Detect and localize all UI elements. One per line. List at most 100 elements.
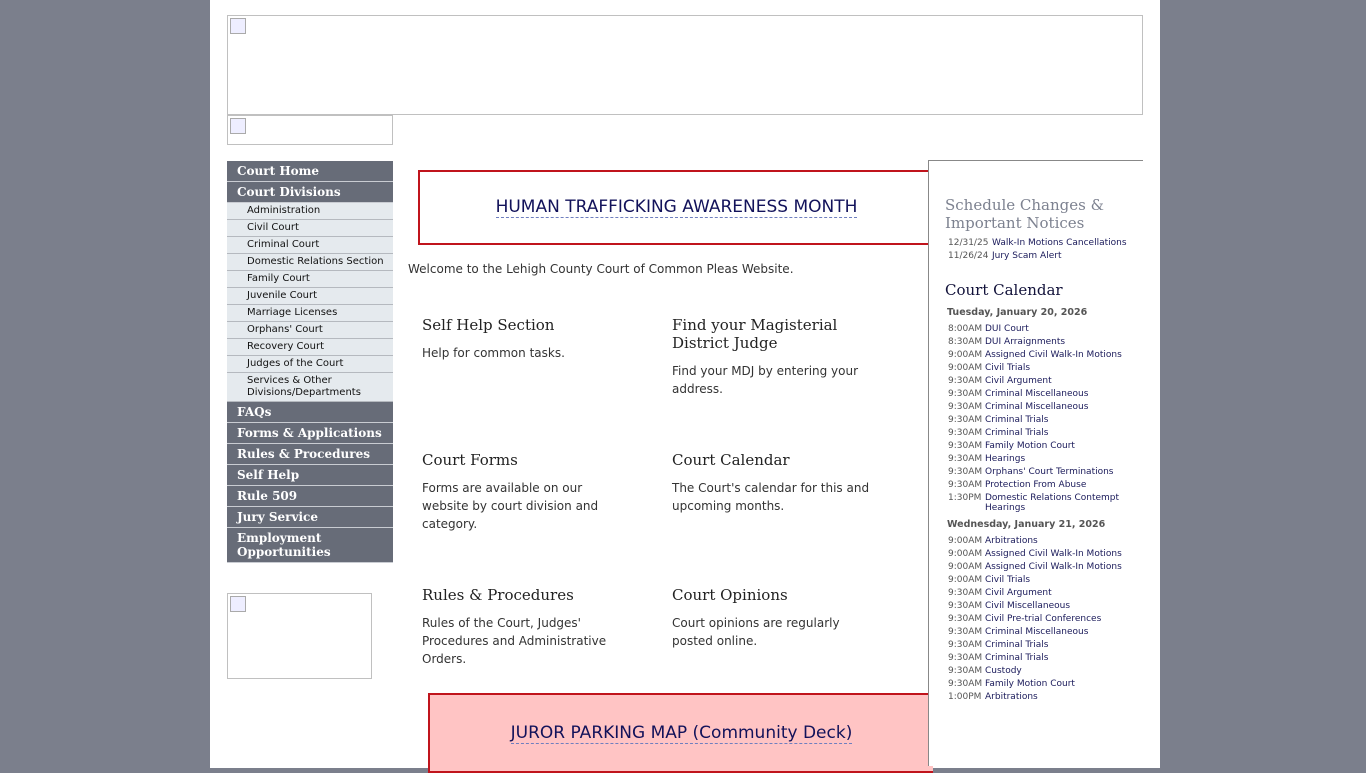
calendar-event: 9:30AM Civil Miscellaneous (945, 601, 1133, 611)
nav-rule-509[interactable]: Rule 509 (227, 486, 393, 507)
tile-title[interactable]: Court Opinions (672, 586, 788, 604)
nav-sub-juvenile-court[interactable]: Juvenile Court (227, 288, 393, 305)
nav-self-help[interactable]: Self Help (227, 465, 393, 486)
event-time: 9:30AM (948, 454, 983, 464)
event-link[interactable]: Family Motion Court (985, 441, 1075, 451)
nav-employment-opportunities[interactable]: Employment Opportunities (227, 528, 393, 563)
nav-sub-services-other-divisions-departments[interactable]: Services & Other Divisions/Departments (227, 373, 393, 402)
event-link[interactable]: Civil Pre-trial Conferences (985, 614, 1102, 624)
nav-rules-procedures[interactable]: Rules & Procedures (227, 444, 393, 465)
tile-title[interactable]: Court Forms (422, 451, 518, 469)
nav-forms-applications[interactable]: Forms & Applications (227, 423, 393, 444)
event-link[interactable]: Protection From Abuse (985, 480, 1087, 490)
calendar-event: 9:30AM Custody (945, 666, 1133, 676)
event-link[interactable]: Criminal Miscellaneous (985, 389, 1089, 399)
tile-title[interactable]: Court Calendar (672, 451, 790, 469)
tile-title[interactable]: Rules & Procedures (422, 586, 574, 604)
nav-sub-orphans-court[interactable]: Orphans' Court (227, 322, 393, 339)
notice-item: 12/31/25 Walk-In Motions Cancellations (945, 238, 1133, 248)
parking-map-link[interactable]: JUROR PARKING MAP (Community Deck) (510, 722, 853, 744)
event-link[interactable]: Criminal Trials (985, 428, 1049, 438)
calendar-event: 9:30AM Civil Pre-trial Conferences (945, 614, 1133, 624)
calendar-event: 9:30AM Criminal Miscellaneous (945, 627, 1133, 637)
event-link[interactable]: Criminal Miscellaneous (985, 402, 1089, 412)
calendar-event: 9:30AM Criminal Trials (945, 415, 1133, 425)
header-banner-image (227, 15, 1143, 115)
notice-link[interactable]: Walk-In Motions Cancellations (992, 238, 1127, 248)
nav-sub-criminal-court[interactable]: Criminal Court (227, 237, 393, 254)
event-link[interactable]: Arbitrations (985, 692, 1038, 702)
calendar-event: 9:30AM Criminal Trials (945, 653, 1133, 663)
event-time: 9:30AM (948, 640, 983, 650)
awareness-link[interactable]: HUMAN TRAFFICKING AWARENESS MONTH (495, 197, 858, 218)
calendar-event: 8:00AM DUI Court (945, 324, 1133, 334)
event-link[interactable]: Arbitrations (985, 536, 1038, 546)
nav-sub-marriage-licenses[interactable]: Marriage Licenses (227, 305, 393, 322)
event-link[interactable]: Civil Argument (985, 376, 1052, 386)
event-link[interactable]: Criminal Trials (985, 415, 1049, 425)
nav-sub-judges-of-the-court[interactable]: Judges of the Court (227, 356, 393, 373)
calendar-event: 9:00AM Civil Trials (945, 363, 1133, 373)
nav-court-home[interactable]: Court Home (227, 161, 393, 182)
event-time: 9:30AM (948, 679, 983, 689)
event-link[interactable]: Civil Argument (985, 588, 1052, 598)
tile-text: The Court's calendar for this and upcomi… (672, 481, 870, 513)
tile-title[interactable]: Find your Magisterial District Judge (672, 316, 838, 352)
calendar-day-heading: Wednesday, January 21, 2026 (947, 519, 1106, 530)
nav-court-divisions[interactable]: Court Divisions (227, 182, 393, 203)
calendar-event: 8:30AM DUI Arraignments (945, 337, 1133, 347)
calendar-event: 9:30AM Orphans' Court Terminations (945, 467, 1133, 477)
event-link[interactable]: DUI Court (985, 324, 1029, 334)
event-time: 9:30AM (948, 614, 983, 624)
parking-banner: JUROR PARKING MAP (Community Deck) (428, 693, 933, 773)
tile-rules-procedures[interactable]: Rules & Procedures Rules of the Court, Ju… (422, 586, 622, 668)
event-link[interactable]: Assigned Civil Walk-In Motions (985, 562, 1122, 572)
event-link[interactable]: DUI Arraignments (985, 337, 1066, 347)
event-link[interactable]: Orphans' Court Terminations (985, 467, 1114, 477)
event-link[interactable]: Assigned Civil Walk-In Motions (985, 350, 1122, 360)
notice-item: 11/26/24 Jury Scam Alert (945, 251, 1133, 261)
event-time: 9:30AM (948, 588, 983, 598)
nav-sub-domestic-relations-section[interactable]: Domestic Relations Section (227, 254, 393, 271)
event-link[interactable]: Civil Trials (985, 363, 1031, 373)
tile-text: Forms are available on our website by co… (422, 481, 599, 531)
event-time: 9:30AM (948, 601, 983, 611)
event-link[interactable]: Criminal Trials (985, 640, 1049, 650)
calendar-event: 9:30AM Civil Argument (945, 588, 1133, 598)
sidebar-image[interactable] (227, 593, 372, 679)
event-time: 1:00PM (948, 692, 982, 702)
nav-jury-service[interactable]: Jury Service (227, 507, 393, 528)
calendar-event: 9:00AM Civil Trials (945, 575, 1133, 585)
tile-self-help-section[interactable]: Self Help Section Help for common tasks. (422, 316, 622, 362)
nav-sub-administration[interactable]: Administration (227, 203, 393, 220)
calendar-day-heading: Tuesday, January 20, 2026 (947, 307, 1088, 318)
tile-title[interactable]: Self Help Section (422, 316, 555, 334)
event-link[interactable]: Civil Trials (985, 575, 1031, 585)
logo-image[interactable] (227, 115, 393, 145)
event-link[interactable]: Family Motion Court (985, 679, 1075, 689)
event-link[interactable]: Civil Miscellaneous (985, 601, 1071, 611)
event-time: 9:30AM (948, 428, 983, 438)
event-time: 9:00AM (948, 536, 983, 546)
event-time: 9:00AM (948, 575, 983, 585)
event-time: 9:30AM (948, 376, 983, 386)
event-link[interactable]: Domestic Relations Contempt Hearings (985, 493, 1120, 513)
event-link[interactable]: Criminal Miscellaneous (985, 627, 1089, 637)
nav-faqs[interactable]: FAQs (227, 402, 393, 423)
tile-court-forms[interactable]: Court Forms Forms are available on our we… (422, 451, 622, 533)
notice-link[interactable]: Jury Scam Alert (992, 251, 1062, 261)
event-link[interactable]: Assigned Civil Walk-In Motions (985, 549, 1122, 559)
event-link[interactable]: Criminal Trials (985, 653, 1049, 663)
event-link[interactable]: Custody (985, 666, 1022, 676)
nav-sub-civil-court[interactable]: Civil Court (227, 220, 393, 237)
event-time: 9:30AM (948, 467, 983, 477)
event-time: 9:30AM (948, 627, 983, 637)
tile-court-calendar[interactable]: Court Calendar The Court's calendar for t… (672, 451, 872, 515)
nav-sub-recovery-court[interactable]: Recovery Court (227, 339, 393, 356)
tile-court-opinions[interactable]: Court Opinions Court opinions are regular… (672, 586, 872, 650)
notices-title: Schedule Changes & Important Notices (945, 196, 1104, 232)
event-link[interactable]: Hearings (985, 454, 1026, 464)
tile-find-your-magisterial-district-judge[interactable]: Find your Magisterial District Judge Find… (672, 316, 872, 398)
calendar-event: 9:30AM Protection From Abuse (945, 480, 1133, 490)
nav-sub-family-court[interactable]: Family Court (227, 271, 393, 288)
